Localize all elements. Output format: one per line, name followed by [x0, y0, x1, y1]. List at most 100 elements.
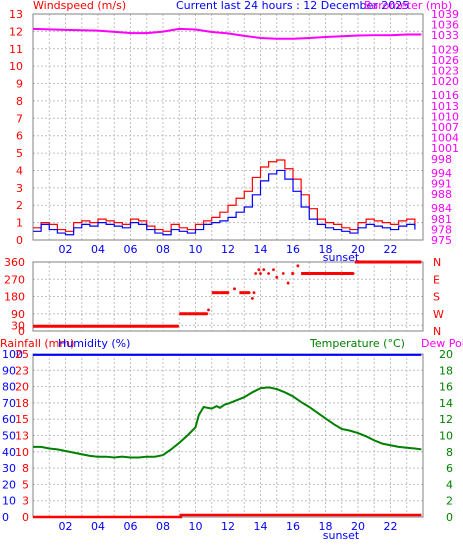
windspeed-tick-label: 8 [16, 95, 23, 108]
temperature-tick-label: 8 [446, 446, 453, 459]
barometer-tick-label: 1039 [431, 8, 459, 21]
wind-panel-x-tick-label: 18 [319, 243, 333, 256]
humidity-tick-label: 60 [2, 413, 16, 426]
compass-tick-label: N [433, 256, 441, 269]
temperature-axis-title: Temperature (°C) [309, 337, 405, 350]
temp-panel-x-tick-label: 10 [189, 520, 203, 533]
direction-point [351, 272, 355, 275]
windspeed-series-line [33, 169, 416, 236]
rainfall-tick-label: 15 [15, 413, 29, 426]
direction-point [291, 272, 295, 275]
direction-point [281, 272, 285, 275]
rainfall-tick-label: 8 [22, 462, 29, 475]
temp-panel-x-tick-label: 18 [319, 520, 333, 533]
humidity-tick-label: 30 [2, 462, 16, 475]
direction-point [207, 308, 210, 312]
wind-panel-x-tick-label: 14 [254, 243, 268, 256]
temperature-tick-label: 20 [439, 348, 453, 361]
rainfall-axis-title: Rainfall (mm) [0, 337, 74, 350]
compass-tick-label: N [433, 325, 441, 338]
barometer-tick-label: 978 [431, 223, 452, 236]
compass-tick-label: S [433, 291, 440, 304]
sunset-label-bottom: sunset [323, 529, 360, 542]
barometer-tick-label: 991 [431, 178, 452, 191]
temperature-tick-label: 14 [439, 397, 453, 410]
temperature-tick-label: 4 [446, 478, 453, 491]
barometer-tick-label: 994 [431, 167, 452, 180]
windspeed-tick-label: 3 [16, 182, 23, 195]
barometer-tick-label: 1010 [431, 110, 459, 123]
direction-tick-label: 360 [4, 256, 25, 269]
barometer-tick-label: 1029 [431, 43, 459, 56]
rainfall-series-line [33, 513, 422, 519]
humidity-tick-label: 0 [2, 511, 9, 524]
temperature-tick-label: 6 [446, 462, 453, 475]
windspeed-tick-label: 11 [9, 43, 23, 56]
temperature-tick-label: 12 [439, 413, 453, 426]
direction-point [176, 324, 180, 328]
direction-point [226, 291, 230, 295]
temperature-tick-label: 2 [446, 495, 453, 508]
wind-panel-x-tick-label: 22 [384, 243, 398, 256]
temp-panel-x-tick-label: 20 [351, 520, 365, 533]
rainfall-tick-label: 25 [15, 348, 29, 361]
direction-point [286, 281, 290, 285]
humidity-tick-label: 50 [2, 430, 16, 443]
direction-point [296, 264, 300, 268]
rainfall-tick-label: 0 [22, 511, 29, 524]
wind-panel-x-tick-label: 20 [351, 243, 365, 256]
barometer-tick-label: 1023 [431, 65, 459, 78]
windspeed-axis-title: Windspeed (m/s) [33, 0, 126, 12]
humidity-axis-title: Humidity (%) [58, 337, 130, 350]
sunset-label-top: sunset [323, 251, 360, 264]
barometer-tick-label: 1020 [431, 75, 459, 88]
barometer-tick-label: 1013 [431, 100, 459, 113]
humidity-tick-label: 20 [2, 478, 16, 491]
dewpoint-axis-title: Dew Point [421, 337, 463, 350]
barometer-tick-label: 1016 [431, 89, 459, 102]
rainfall-tick-label: 13 [15, 430, 29, 443]
direction-tick-label: 90 [11, 308, 25, 321]
temperature-series-line [33, 386, 422, 459]
barometer-tick-label: 975 [431, 234, 452, 247]
gust-series-line [33, 159, 416, 232]
direction-point [233, 287, 236, 291]
temp-panel-x-tick-label: 14 [254, 520, 268, 533]
barometer-tick-label: 981 [431, 213, 452, 226]
wind-panel-x-tick-label: 10 [189, 243, 203, 256]
barometer-tick-label: 984 [431, 202, 452, 215]
temp-panel-x-tick-label: 06 [124, 520, 138, 533]
temp-panel-x-tick-label: 08 [156, 520, 170, 533]
barometer-series-line [32, 27, 422, 40]
direction-point [275, 275, 279, 279]
barometer-tick-label: 1007 [431, 121, 459, 134]
temp-panel-x-tick-label: 16 [286, 520, 300, 533]
humidity-tick-label: 90 [2, 364, 16, 377]
direction-point [262, 268, 266, 272]
barometer-tick-label: 998 [431, 153, 452, 166]
direction-point [250, 297, 254, 300]
direction-panel-plot-frame [32, 261, 424, 332]
rainfall-tick-label: 3 [22, 495, 29, 508]
windspeed-tick-label: 9 [16, 78, 23, 91]
direction-point [257, 268, 261, 272]
direction-point [259, 272, 262, 275]
compass-tick-label: W [433, 308, 444, 321]
humidity-tick-label: 10 [2, 495, 16, 508]
direction-point [267, 272, 271, 275]
rainfall-tick-label: 10 [15, 446, 29, 459]
windspeed-tick-label: 4 [16, 164, 23, 177]
wind-panel-plot-frame [32, 13, 424, 241]
temp-panel-x-tick-label: 12 [221, 520, 235, 533]
rainfall-tick-label: 20 [15, 381, 29, 394]
direction-tick-label: 180 [4, 291, 25, 304]
direction-point [205, 312, 209, 316]
direction-tick-label: 30 [11, 319, 25, 332]
windspeed-tick-label: 1 [16, 217, 23, 230]
rainfall-tick-label: 23 [15, 364, 29, 377]
windspeed-tick-label: 10 [9, 60, 23, 73]
windspeed-tick-label: 6 [16, 130, 23, 143]
barometer-tick-label: 1004 [431, 132, 459, 145]
direction-tick-label: 0 [18, 325, 25, 338]
charts-group: 0123456789101112139759789819849889919949… [0, 8, 463, 542]
